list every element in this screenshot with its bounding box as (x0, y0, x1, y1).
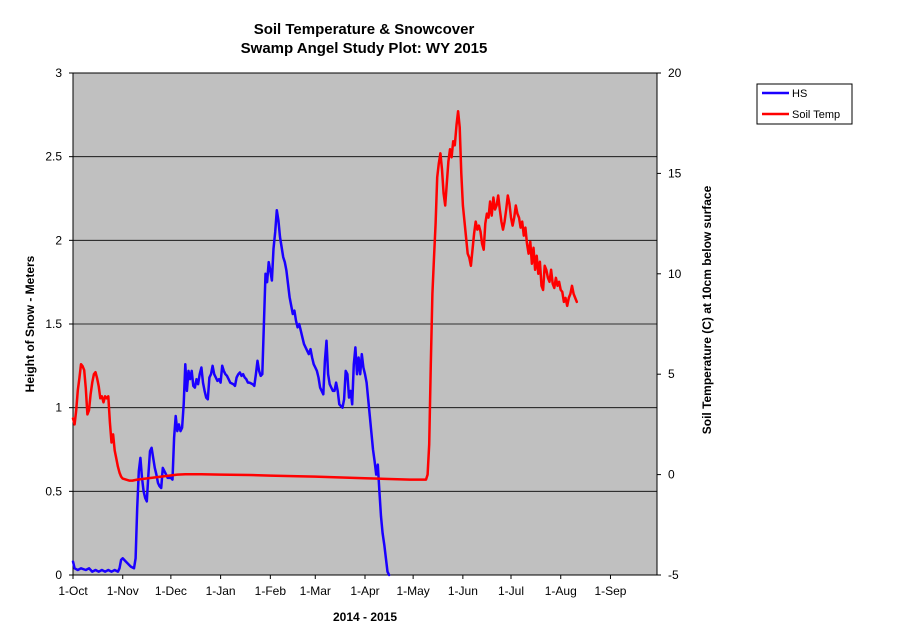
x-axis: 1-Oct 1-Nov 1-Dec 1-Jan 1-Feb 1-Mar 1-Apr 1-May… (58, 575, 627, 598)
y-right-axis: -5 0 5 10 15 20 (657, 66, 682, 582)
series-group (71, 109, 579, 577)
y-left-tick-label: 0.5 (45, 484, 62, 498)
chart-subtitle: Swamp Angel Study Plot: WY 2015 (241, 40, 488, 57)
y-right-tick-label: 5 (668, 367, 675, 381)
y-left-axis: 0 0.5 1 1.5 2 2.5 3 (45, 66, 73, 582)
x-axis-title: 2014 - 2015 (333, 610, 397, 624)
x-tick-label: 1-Oct (58, 584, 88, 598)
x-tick-label: 1-Jan (206, 584, 236, 598)
y-right-tick-label: 20 (668, 66, 682, 80)
x-tick-label: 1-May (396, 584, 429, 598)
x-tick-label: 1-Jul (498, 584, 524, 598)
y-right-axis-title: Soil Temperature (C) at 10cm below surfa… (700, 185, 714, 434)
legend: HS Soil Temp (756, 83, 853, 125)
x-tick-label: 1-Nov (107, 584, 139, 598)
gridlines (73, 156, 657, 492)
y-left-tick-label: 3 (55, 66, 62, 80)
legend-label-soil-temp: Soil Temp (792, 109, 840, 121)
y-right-tick-label: 0 (668, 468, 675, 482)
x-tick-label: 1-Mar (300, 584, 331, 598)
y-right-tick-label: -5 (668, 568, 679, 582)
y-left-tick-label: 2 (55, 233, 62, 247)
series-line-hs (71, 208, 391, 577)
series-line-soil-temp (71, 109, 579, 482)
legend-box (756, 83, 853, 125)
chart-title: Soil Temperature & Snowcover (254, 21, 475, 38)
y-right-tick-label: 15 (668, 166, 682, 180)
legend-label-hs: HS (792, 88, 807, 100)
x-tick-label: 1-Dec (155, 584, 187, 598)
y-left-tick-label: 1 (55, 401, 62, 415)
y-left-tick-label: 2.5 (45, 150, 62, 164)
x-tick-label: 1-Apr (350, 584, 379, 598)
x-tick-label: 1-Feb (255, 584, 287, 598)
x-tick-label: 1-Sep (594, 584, 626, 598)
y-right-tick-label: 10 (668, 267, 682, 281)
y-left-tick-label: 0 (55, 568, 62, 582)
x-tick-label: 1-Aug (545, 584, 577, 598)
x-tick-label: 1-Jun (448, 584, 478, 598)
y-left-axis-title: Height of Snow - Meters (23, 255, 37, 392)
y-left-tick-label: 1.5 (45, 317, 62, 331)
